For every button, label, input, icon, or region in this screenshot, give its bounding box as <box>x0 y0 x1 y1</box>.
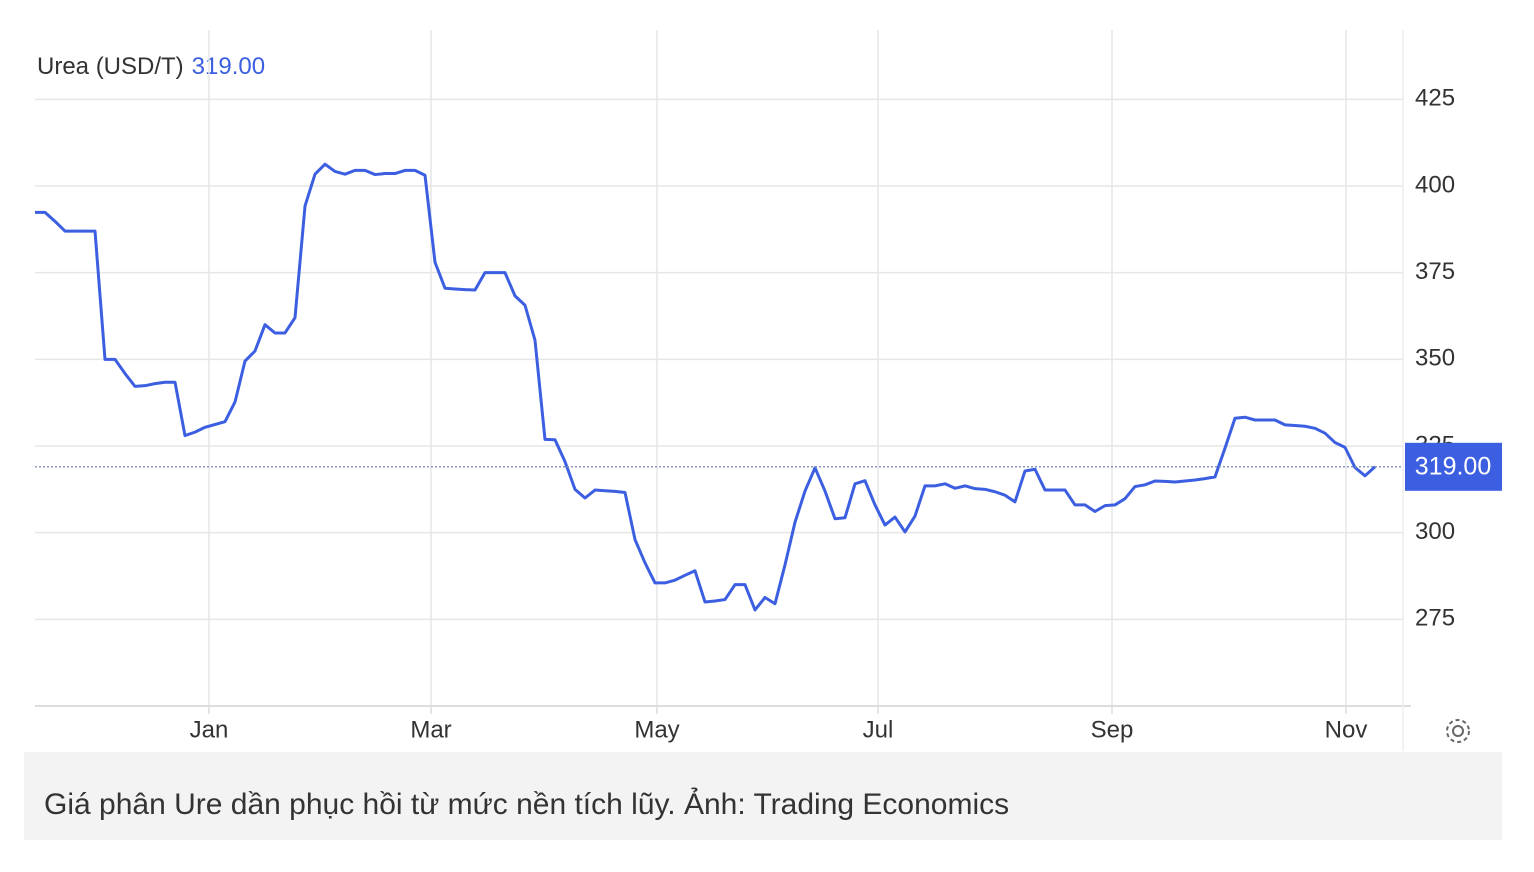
y-tick-label: 275 <box>1415 605 1455 632</box>
x-tick-label: Nov <box>1325 716 1368 743</box>
last-value-label: 319.00 <box>1415 452 1491 480</box>
x-tick-label: Mar <box>410 716 451 743</box>
x-tick-label: May <box>634 716 679 743</box>
settings-icon[interactable] <box>1446 719 1470 743</box>
x-tick-label: Jan <box>190 716 229 743</box>
y-tick-label: 375 <box>1415 258 1455 285</box>
y-tick-label: 300 <box>1415 518 1455 545</box>
grid <box>35 30 1403 706</box>
last-value-box <box>1405 442 1502 491</box>
title-value: 319.00 <box>192 53 265 80</box>
title-text: Urea (USD/T) <box>37 53 184 80</box>
caption: Giá phân Ure dần phục hồi từ mức nền tíc… <box>44 787 1009 821</box>
y-tick-label: 400 <box>1415 171 1455 198</box>
x-tick-label: Jul <box>863 716 894 743</box>
x-tick-label: Sep <box>1091 716 1134 743</box>
y-tick-label: 350 <box>1415 345 1455 372</box>
caption-band <box>24 752 1502 840</box>
y-tick-label: 425 <box>1415 85 1455 112</box>
line-series <box>35 162 1377 612</box>
chart-title: Urea (USD/T) 319.00 <box>37 53 265 80</box>
